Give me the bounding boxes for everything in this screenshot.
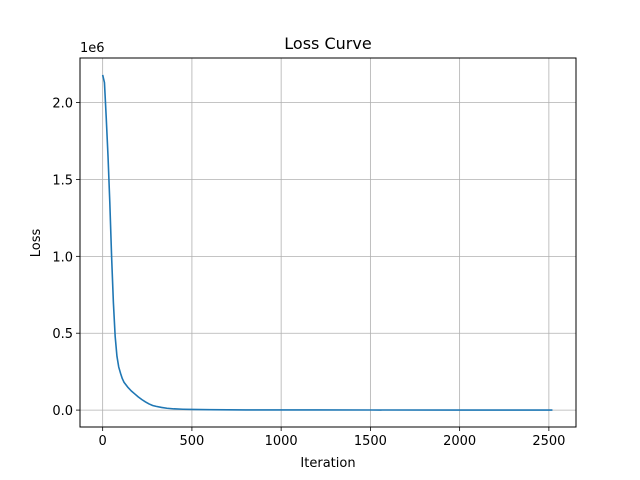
y-tick-label: 0.0 (52, 404, 73, 419)
plot-frame (79, 57, 577, 428)
y-tick-label: 0.5 (52, 327, 73, 342)
x-tick-label: 2500 (532, 434, 565, 449)
y-offset-label: 1e6 (80, 41, 105, 56)
x-tick-label: 0 (99, 434, 107, 449)
x-ticks: 0 500 1000 1500 2000 2500 (99, 427, 565, 449)
y-axis-label: Loss (29, 229, 44, 258)
x-tick-label: 2000 (443, 434, 476, 449)
grid (80, 58, 576, 427)
y-tick-label: 1.0 (52, 250, 73, 265)
x-tick-label: 1000 (265, 434, 298, 449)
series-layer (101, 74, 553, 411)
y-ticks: 0.0 0.5 1.0 1.5 2.0 (52, 97, 80, 419)
y-tick-label: 2.0 (52, 97, 73, 112)
loss-series-line (101, 74, 553, 411)
y-tick-label: 1.5 (52, 173, 73, 188)
x-axis-label: Iteration (300, 456, 355, 471)
x-tick-label: 500 (179, 434, 204, 449)
x-tick-label: 1500 (354, 434, 387, 449)
plot-background (80, 58, 576, 427)
chart-title: Loss Curve (284, 34, 371, 53)
